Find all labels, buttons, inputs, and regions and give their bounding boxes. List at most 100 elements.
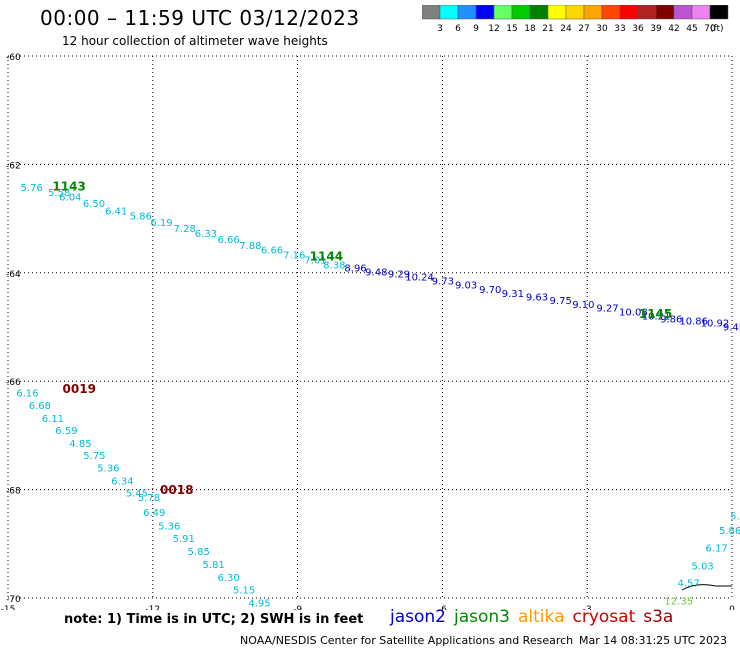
wave-height-label: 9.27 [596, 303, 618, 314]
wave-height-label: 12.35 [664, 597, 693, 608]
legend-item-altika: altika [518, 607, 565, 627]
wave-height-label: 6.16 [16, 388, 38, 399]
wave-height-label: 6.68 [29, 401, 51, 412]
legend-item-jason3: jason3 [454, 607, 510, 627]
wave-height-label: 6.66 [217, 235, 239, 246]
wave-height-label: 5.15 [233, 586, 255, 597]
wave-height-label: 6.50 [83, 199, 105, 210]
credit-text: NOAA/NESDIS Center for Satellite Applica… [240, 634, 574, 647]
wave-height-label: 5.75 [83, 451, 105, 462]
wave-height-label: 6.30 [217, 573, 239, 584]
wave-height-label: 7.16 [283, 251, 305, 262]
wave-height-label: 6.59 [55, 426, 77, 437]
wave-height-colorbar: 3 6 9 12 15 18 21 24 27 30 33 36 39 42 45 70(ft) [422, 5, 729, 34]
colorbar-tick-label: 15 [506, 24, 517, 34]
colorbar-tick-label: 36 [632, 24, 644, 34]
track-id-label: 1143 [52, 179, 85, 193]
colorbar-tick-label: 3 [437, 24, 443, 34]
wave-height-label: 6.17 [705, 543, 727, 554]
wave-height-label: 9.48 [365, 268, 387, 279]
wave-height-label: 6.49 [143, 508, 165, 519]
wave-height-label: 10.86 [679, 316, 708, 327]
y-tick-label: -70 [6, 595, 21, 605]
wave-height-label: 4.95 [248, 599, 270, 610]
wave-height-label: 5. [730, 511, 740, 522]
colorbar-tick-label: 27 [578, 24, 589, 34]
legend-item-s3a: s3a [643, 607, 674, 627]
colorbar-tick-label: 39 [650, 24, 662, 34]
colorbar-tick-label: 9 [473, 24, 479, 34]
wave-height-label: 6.34 [111, 477, 133, 488]
wave-height-label: 5.86 [130, 212, 152, 223]
wave-height-label: 9.03 [455, 281, 477, 292]
wave-height-label: 7.28 [174, 224, 196, 235]
x-tick-label: -12 [145, 605, 160, 610]
colorbar-tick-label: 70 [704, 24, 716, 34]
track-id-label: 1144 [310, 249, 343, 263]
legend-item-jason2: jason2 [390, 607, 446, 627]
x-tick-label: -9 [293, 605, 302, 610]
chart-subtitle: 12 hour collection of altimeter wave hei… [62, 34, 328, 48]
wave-height-label: 9.86 [660, 315, 682, 326]
wave-height-label: 6.04 [59, 193, 81, 204]
wave-height-label: 7.01 [304, 256, 326, 267]
wave-height-label: 4.57 [677, 579, 699, 590]
wave-height-label: 9.75 [550, 296, 572, 307]
wave-height-label: 6.33 [195, 229, 217, 240]
colorbar-tick-label: 12 [488, 24, 499, 34]
wave-height-label: 9.73 [432, 277, 454, 288]
wave-height-label: 5.91 [173, 534, 195, 545]
coastline [681, 584, 732, 591]
wave-height-label: 10.24 [405, 272, 434, 283]
wave-height-label: 5.36 [97, 464, 119, 475]
wave-height-label: 9.10 [572, 300, 594, 311]
wave-height-label: 7.88 [239, 241, 261, 252]
y-tick-label: -62 [6, 161, 21, 171]
wave-height-label: 6.19 [150, 218, 172, 229]
track-id-label: 0019 [63, 382, 96, 396]
wave-height-label: 5.45 [126, 489, 148, 500]
wave-height-label: 6.41 [105, 206, 127, 217]
colorbar-tick-label: 6 [455, 24, 461, 34]
colorbar-tick-label: 21 [542, 24, 553, 34]
colorbar-tick-label: 24 [560, 24, 572, 34]
wave-height-label: 9.70 [479, 285, 501, 296]
wave-height-label: 5.85 [188, 547, 210, 558]
satellite-legend: jason2 jason3 altika cryosat s3a [390, 607, 681, 627]
colorbar-tick-label: 30 [596, 24, 608, 34]
y-tick-label: -64 [6, 270, 21, 280]
colorbar-tick-label: 45 [686, 24, 697, 34]
colorbar-tick-label: 42 [668, 24, 679, 34]
wave-height-label: 9.63 [526, 292, 548, 303]
wave-height-label: 10.21 [642, 311, 671, 322]
wave-height-label: 8.38 [323, 260, 345, 271]
x-tick-label: 0 [729, 605, 735, 610]
altimeter-plot: -15 -12 -9 -6 -3 0-60-62-64-66-68-705.76 5.586… [1, 53, 740, 610]
y-tick-label: -66 [6, 378, 21, 388]
wave-height-label: 10.08 [619, 308, 648, 319]
wave-height-label: 6.11 [42, 414, 64, 425]
y-tick-label: -68 [6, 487, 21, 497]
wave-height-label: 9.45 [723, 322, 740, 333]
wave-height-label: 5.86 [719, 526, 740, 537]
wave-height-label: 8.96 [344, 264, 366, 275]
wave-height-label: 10.92 [701, 318, 730, 329]
track-id-label: 0018 [160, 483, 193, 497]
legend-item-cryosat: cryosat [572, 607, 636, 627]
wave-height-label: 9.31 [502, 289, 524, 300]
wave-height-label: 5.81 [203, 560, 225, 571]
wave-height-label: 5.58 [48, 188, 70, 199]
y-tick-label: -60 [6, 53, 21, 63]
colorbar-swatch [709, 5, 729, 20]
wave-height-label: 5.36 [158, 522, 180, 533]
track-id-label: 1145 [639, 307, 672, 321]
wave-height-label: 5.78 [138, 493, 160, 504]
wave-height-label: 9.29 [388, 270, 410, 281]
wave-height-label: 5.76 [21, 183, 43, 194]
colorbar-tick-label: 18 [524, 24, 536, 34]
wave-height-label: 4.85 [69, 439, 91, 450]
chart-title: 00:00 – 11:59 UTC 03/12/2023 [40, 6, 360, 30]
x-tick-label: -3 [583, 605, 592, 610]
footer-note: note: 1) Time is in UTC; 2) SWH is in fe… [64, 612, 364, 627]
colorbar-unit-label: (ft) [710, 24, 724, 34]
